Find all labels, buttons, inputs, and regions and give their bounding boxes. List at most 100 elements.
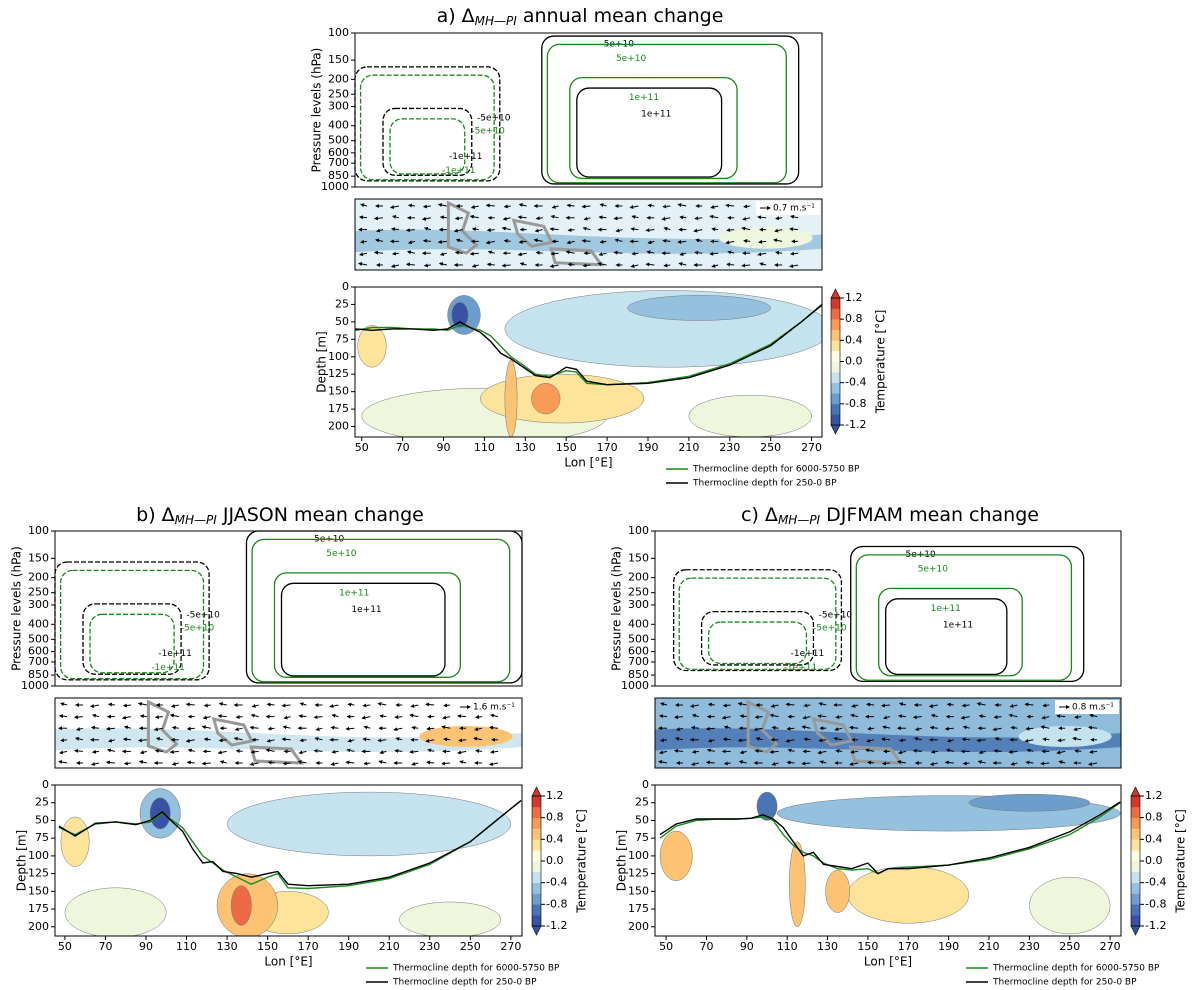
- wind-arrow: [693, 228, 703, 233]
- wind-arrow: [441, 761, 451, 766]
- wind-arrow: [315, 727, 323, 731]
- wind-arrow: [976, 738, 986, 743]
- wind-arrow: [90, 725, 99, 730]
- wind-arrow: [249, 762, 259, 766]
- wind-arrow: [203, 737, 211, 742]
- wind-arrow: [74, 736, 84, 741]
- colorbar-tick-label: 0.8: [845, 312, 863, 325]
- contour-label: -5e+10: [477, 114, 511, 124]
- contour-label: -1e+11: [449, 152, 483, 162]
- wind-arrow: [486, 262, 495, 267]
- wind-arrow: [789, 227, 799, 232]
- wind-arrow: [769, 749, 779, 754]
- wind-arrow: [346, 748, 355, 753]
- temperature-anomaly: [1029, 876, 1111, 935]
- wind-arrow: [390, 263, 400, 268]
- wind-arrow: [723, 761, 731, 766]
- wind-arrow: [646, 250, 655, 255]
- wind-arrow: [867, 760, 875, 765]
- wind-arrow: [866, 738, 875, 743]
- wind-arrow: [394, 715, 403, 720]
- wind-arrow: [1074, 715, 1082, 719]
- wind-arrow: [659, 750, 668, 755]
- wind-arrow: [1058, 760, 1066, 765]
- wind-arrow: [660, 738, 668, 743]
- wind-arrow: [361, 715, 371, 720]
- wind-arrow: [741, 226, 751, 231]
- wind-arrow: [423, 263, 431, 268]
- wind-arrow: [661, 216, 671, 221]
- colorbar-tick-label: -1.2: [845, 418, 866, 431]
- temperature-anomaly: [756, 791, 778, 821]
- wind-arrow: [914, 727, 922, 731]
- wind-arrow: [1056, 750, 1066, 755]
- wind-arrow: [582, 226, 591, 231]
- wind-arrow: [757, 252, 767, 257]
- colorbar-swatch: [831, 403, 840, 415]
- wind-arrow: [469, 251, 479, 256]
- wind-arrow: [75, 727, 84, 731]
- wind-arrow: [518, 203, 527, 208]
- wind-arrow: [347, 702, 355, 707]
- y-tick-label: 700: [628, 655, 649, 668]
- panel: b) ΔMH—PI JJASON mean change-5e+10-5e+10…: [10, 504, 589, 988]
- colorbar-swatch: [532, 828, 541, 840]
- x-tick-label: 150: [257, 940, 278, 953]
- y-tick-label: 125: [328, 367, 349, 380]
- y-tick-label: 75: [635, 831, 649, 844]
- x-axis-label: Lon [°E]: [564, 456, 612, 470]
- y-tick-label: 150: [28, 551, 49, 564]
- wind-arrow: [405, 262, 415, 267]
- wind-arrow: [773, 238, 783, 243]
- y-tick-label: 250: [28, 586, 49, 599]
- wind-arrow: [217, 750, 227, 755]
- temperature-anomaly: [399, 901, 501, 936]
- wind-key-label: 0.8 m.s⁻¹: [1072, 703, 1114, 713]
- colorbar-tick-label: 0.4: [1145, 832, 1163, 845]
- x-tick-label: 170: [898, 940, 919, 953]
- thermocline-line: [659, 801, 1121, 875]
- wind-patch: [719, 227, 813, 249]
- panel-title: c) ΔMH—PI DJFMAM mean change: [741, 504, 1039, 527]
- wind-arrow: [251, 703, 259, 708]
- wind-arrow: [707, 738, 715, 743]
- temperature-anomaly: [788, 841, 806, 928]
- wind-arrow: [438, 262, 447, 267]
- colorbar-swatch: [532, 817, 541, 829]
- wind-arrow: [407, 240, 416, 245]
- wind-arrow: [59, 714, 68, 719]
- wind-arrow: [437, 239, 447, 244]
- wind-arrow: [599, 239, 607, 244]
- colorbar-tick-label: 1.2: [1145, 789, 1163, 802]
- streamfunction-contour: [273, 572, 462, 678]
- wind-key-label: 0.7 m.s⁻¹: [773, 204, 815, 214]
- wind-arrow: [202, 715, 211, 720]
- temperature-anomaly: [659, 830, 693, 881]
- wind-frame: [354, 198, 823, 271]
- wind-arrow: [737, 738, 747, 743]
- wind-arrow: [503, 204, 511, 209]
- wind-arrow: [266, 702, 275, 707]
- wind-arrow: [770, 703, 779, 708]
- wind-arrow: [454, 250, 463, 255]
- colorbar-swatch: [532, 861, 541, 873]
- wind-arrow: [912, 715, 922, 720]
- wind-arrow: [754, 715, 763, 720]
- wind-arrow: [1010, 725, 1018, 730]
- y-tick-label: 500: [28, 632, 49, 645]
- colorbar-tick-label: 0.8: [1145, 811, 1163, 824]
- contour-label: 1e+11: [943, 620, 973, 630]
- wind-arrow: [473, 736, 483, 741]
- wind-arrow: [453, 228, 463, 233]
- wind-arrow: [409, 749, 419, 754]
- wind-arrow: [91, 713, 100, 718]
- wind-arrow: [565, 250, 575, 255]
- temperature-anomaly: [480, 373, 645, 424]
- wind-arrow: [662, 238, 671, 243]
- wind-arrow: [866, 702, 875, 707]
- wind-arrow: [122, 737, 131, 742]
- wind-arrow: [490, 749, 499, 754]
- streamfunction-contour: [707, 621, 808, 665]
- wind-arrow: [721, 715, 731, 720]
- wind-arrow: [411, 725, 419, 730]
